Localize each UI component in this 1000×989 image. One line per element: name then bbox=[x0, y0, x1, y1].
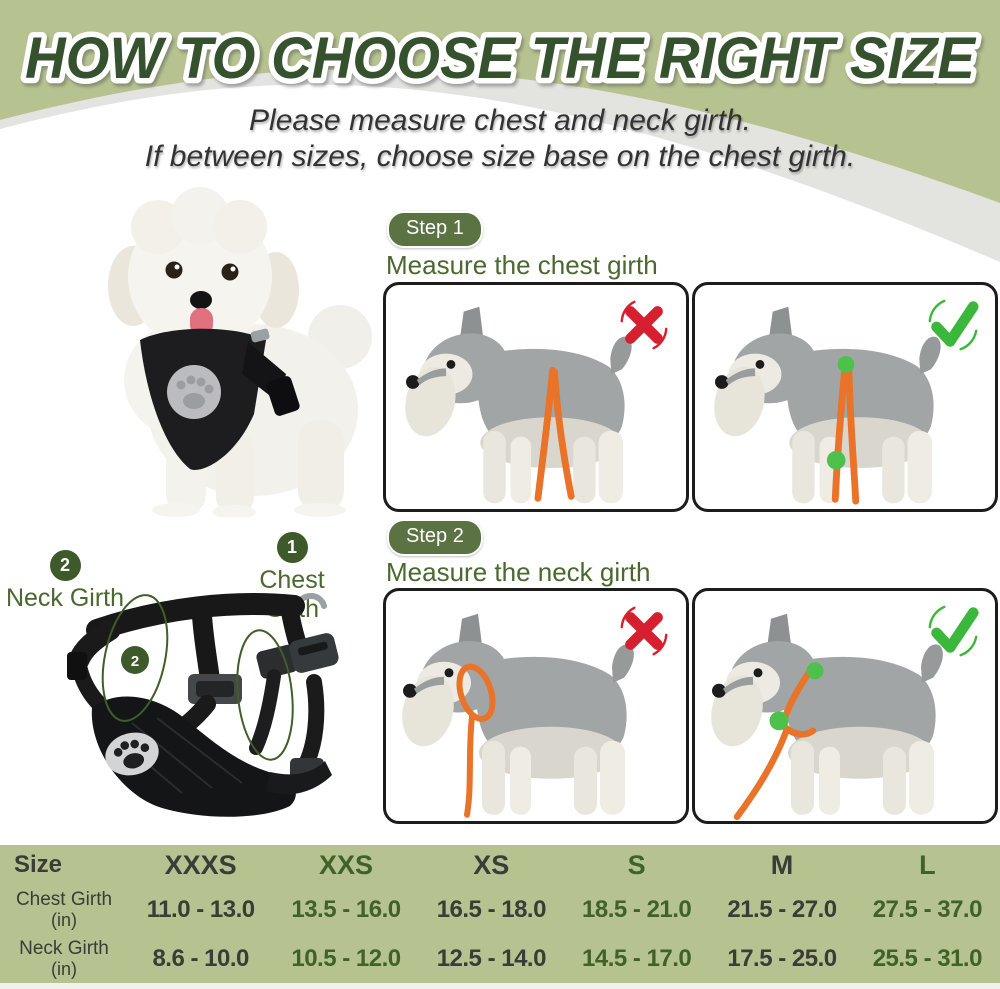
x-mark-icon bbox=[615, 296, 673, 354]
size-col-m: M bbox=[770, 849, 794, 880]
page-title: HOW TO CHOOSE THE RIGHT SIZE bbox=[20, 21, 983, 97]
neck-girth-number-badge: 2 bbox=[49, 550, 81, 581]
step2-instruction: Measure the neck girth bbox=[386, 557, 651, 587]
svg-text:2: 2 bbox=[131, 653, 139, 670]
hero-harness bbox=[140, 328, 300, 470]
chest-girth-row-label: Chest Girth (in) bbox=[0, 888, 128, 930]
chest-girth-m: 21.5 - 27.0 bbox=[727, 895, 837, 923]
neck-girth-row-label: Neck Girth (in) bbox=[0, 937, 128, 979]
neck-girth-l: 25.5 - 31.0 bbox=[872, 944, 983, 972]
subtitle-line-1: Please measure chest and neck girth. bbox=[249, 104, 751, 137]
subtitle: Please measure chest and neck girth. If … bbox=[0, 103, 1000, 175]
neck-girth-xxxs: 8.6 - 10.0 bbox=[152, 944, 249, 972]
neck-girth-s: 14.5 - 17.0 bbox=[582, 944, 692, 972]
dog-correct-neck bbox=[704, 614, 943, 821]
neck-girth-m: 17.5 - 25.0 bbox=[727, 944, 837, 972]
hero-dog-photo bbox=[108, 187, 372, 517]
bottom-edge-strip bbox=[0, 983, 1000, 989]
subtitle-line-2: If between sizes, choose size base on th… bbox=[144, 140, 856, 173]
size-chart-header-size: Size bbox=[14, 851, 63, 878]
chest-girth-xxs: 13.5 - 16.0 bbox=[291, 895, 401, 923]
neck-girth-label: Neck Girth bbox=[5, 584, 125, 612]
x-mark-icon bbox=[615, 602, 673, 660]
measure-point-markers bbox=[826, 356, 855, 470]
size-chart-table: Size XXXS XXS XS S M L Chest Girth (in) … bbox=[0, 845, 1000, 983]
step2-correct-photo bbox=[692, 588, 998, 824]
check-mark-icon bbox=[924, 602, 982, 660]
step1-instruction: Measure the chest girth bbox=[386, 250, 658, 280]
dog-wrong-neck bbox=[395, 614, 634, 818]
check-mark-icon bbox=[924, 296, 982, 354]
dog-wrong-chest bbox=[398, 306, 632, 504]
neck-girth-xs: 12.5 - 14.0 bbox=[436, 944, 547, 972]
harness-ring-icon bbox=[250, 328, 270, 343]
paw-print-icon bbox=[167, 365, 221, 419]
measuring-tape-icon bbox=[534, 366, 575, 502]
paw-print-icon bbox=[105, 732, 159, 776]
step1-wrong-photo bbox=[383, 282, 689, 512]
step2-wrong-photo bbox=[383, 588, 689, 824]
step1-correct-photo bbox=[692, 282, 998, 512]
neck-girth-annotation: 2 Neck Girth bbox=[5, 550, 125, 613]
chest-girth-xxxs: 11.0 - 13.0 bbox=[146, 895, 255, 923]
step2-badge: Step 2 bbox=[387, 519, 483, 556]
measuring-tape-icon bbox=[831, 362, 860, 505]
chest-girth-row-unit: (in) bbox=[51, 909, 77, 930]
page-title-text: HOW TO CHOOSE THE RIGHT SIZE bbox=[25, 26, 977, 91]
neck-loop-outline bbox=[101, 594, 169, 722]
neck-girth-row-unit: (in) bbox=[51, 958, 77, 979]
dog-correct-chest bbox=[707, 306, 941, 505]
chest-loop-outline bbox=[236, 629, 294, 761]
chest-girth-xs: 16.5 - 18.0 bbox=[436, 895, 547, 923]
size-col-xs: XS bbox=[473, 849, 510, 880]
size-col-xxs: XXS bbox=[318, 849, 373, 880]
measuring-tape-icon bbox=[456, 663, 496, 818]
harness-product-image: 2 bbox=[67, 593, 339, 817]
size-col-s: S bbox=[627, 849, 646, 880]
size-col-xxxs: XXXS bbox=[164, 849, 237, 880]
chest-girth-s: 18.5 - 21.0 bbox=[582, 895, 692, 923]
step1-badge: Step 1 bbox=[387, 211, 483, 248]
neck-girth-row-title: Neck Girth bbox=[19, 937, 109, 959]
neck-girth-xxs: 10.5 - 12.0 bbox=[291, 944, 401, 972]
measure-point-markers bbox=[769, 662, 824, 731]
neck-loop-number-badge: 2 bbox=[121, 646, 149, 674]
size-col-l: L bbox=[919, 849, 936, 880]
chest-girth-number-badge: 1 bbox=[276, 532, 308, 563]
chest-girth-l: 27.5 - 37.0 bbox=[872, 895, 983, 923]
chest-girth-row-title: Chest Girth bbox=[15, 888, 113, 910]
